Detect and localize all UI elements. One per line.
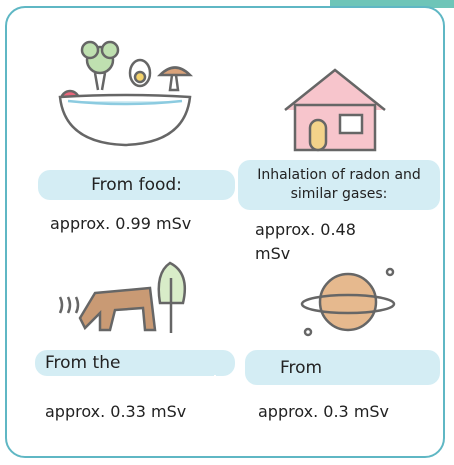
label: Inhalation of radon and similar gases:	[257, 167, 421, 202]
amount: approx. 0.48 mSv	[255, 220, 356, 263]
amount: approx. 0.33 mSv	[45, 402, 187, 421]
label-pill: From	[245, 350, 440, 385]
label: From	[280, 357, 323, 378]
cow-icon	[58, 261, 187, 333]
frame	[5, 6, 445, 458]
amount: approx. 0.3 mSv	[258, 402, 390, 421]
label-pill: Inhalation of radon and similar gases:	[238, 160, 440, 210]
planet-icon	[300, 267, 396, 337]
amount: approx. 0.99 mSv	[50, 214, 192, 233]
label: From the	[45, 353, 121, 373]
food-icon	[58, 40, 194, 147]
divider	[214, 375, 216, 410]
label: From food:	[91, 175, 182, 195]
house-icon	[284, 68, 386, 152]
tab	[330, 0, 454, 8]
label-pill: From the	[35, 350, 235, 376]
label-pill: From food:	[38, 170, 235, 200]
